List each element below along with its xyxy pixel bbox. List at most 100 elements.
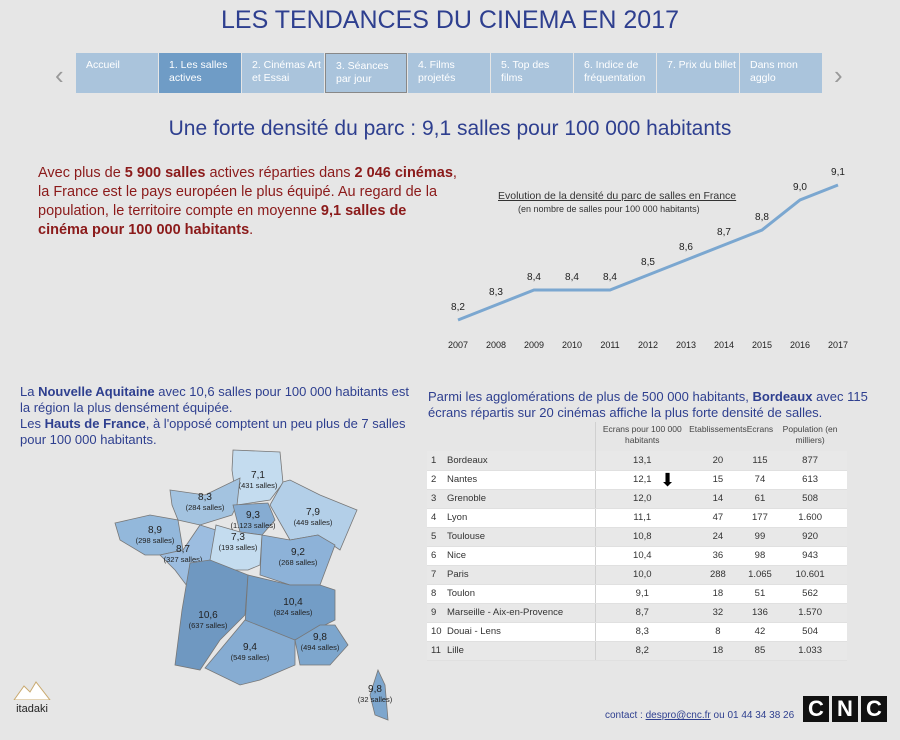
data-label: 8,4 (527, 272, 541, 283)
tab-label: actives (169, 72, 202, 84)
tab-4[interactable]: 4. Films projetés (408, 53, 490, 93)
col-header[interactable]: Ecrans (746, 424, 774, 434)
region-value: 8,7 (176, 544, 190, 555)
tab-5[interactable]: 5. Top des films (491, 53, 573, 93)
contact-label: contact : (605, 710, 646, 721)
region-shape[interactable] (369, 668, 389, 721)
region-salles: (431 salles) (239, 481, 278, 490)
tab-6[interactable]: 6. Indice de fréquentation (574, 53, 656, 93)
region-value: 9,3 (246, 510, 260, 521)
tab-label: et Essai (252, 72, 290, 84)
region-shape[interactable] (232, 502, 276, 536)
data-label: 8,4 (565, 272, 579, 283)
x-tick-label: 2016 (790, 340, 810, 350)
region-salles: (637 salles) (189, 621, 228, 630)
series-line (457, 183, 839, 322)
region-salles: (327 salles) (164, 555, 203, 564)
x-tick-label: 2010 (562, 340, 582, 350)
table-row[interactable]: 4 Lyon 11,1 47 177 1.600 (427, 508, 847, 528)
tab-3[interactable]: 3. Séances par jour (325, 53, 407, 93)
sort-down-arrow-icon[interactable]: ⬇ (660, 470, 676, 490)
region-shape[interactable] (294, 624, 349, 666)
tab-0[interactable]: Accueil (76, 53, 158, 93)
agglo-table: Ecrans pour 100 000 habitants Etablissem… (427, 422, 847, 661)
data-label: 8,2 (451, 302, 465, 313)
x-tick-label: 2013 (676, 340, 696, 350)
table-cell: 12,1 (595, 470, 690, 490)
table-cell: 9,1 (595, 584, 690, 604)
text: Parmi les agglomérations de plus de 500 … (428, 389, 753, 404)
region-salles: (284 salles) (186, 503, 225, 512)
tab-label: films (501, 72, 523, 84)
region-shape[interactable] (269, 479, 358, 551)
region-shape[interactable] (169, 477, 241, 526)
table-cell: 18 (689, 641, 747, 661)
intro-text: Avec plus de 5 900 salles actives répart… (38, 164, 458, 240)
tab-2[interactable]: 2. Cinémas Art et Essai (242, 53, 324, 93)
table-cell: 8,3 (595, 622, 690, 642)
table-cell: 10,4 (595, 546, 690, 566)
logo-text: itadaki (16, 703, 48, 715)
region-value: 8,3 (198, 492, 212, 503)
region-shape[interactable] (174, 559, 249, 671)
table-cell: 20 (689, 451, 747, 471)
col-header[interactable]: Etablissements (689, 424, 747, 434)
table-row[interactable]: 8 Toulon 9,1 18 51 562 (427, 584, 847, 604)
x-tick-label: 2008 (486, 340, 506, 350)
region-salles: (298 salles) (136, 536, 175, 545)
tab-label: 4. Films (418, 59, 455, 71)
table-cell: 5 (427, 527, 447, 547)
table-cell: 24 (689, 527, 747, 547)
table-row[interactable]: 10 Douai - Lens 8,3 8 42 504 (427, 622, 847, 642)
tab-label: par jour (336, 73, 372, 85)
table-cell: 136 (746, 603, 774, 623)
table-cell: 1 (427, 451, 447, 471)
table-cell: 115 (746, 451, 774, 471)
email-link[interactable]: despro@cnc.fr (645, 710, 711, 721)
tab-8[interactable]: Dans mon agglo (740, 53, 822, 93)
table-cell: 2 (427, 470, 447, 490)
data-label: 8,4 (603, 272, 617, 283)
region-salles: (549 salles) (231, 653, 270, 662)
tab-7[interactable]: 7. Prix du billet (657, 53, 739, 93)
tab-label: 1. Les salles (169, 59, 228, 71)
table-cell: 99 (746, 527, 774, 547)
table-row[interactable]: 11 Lille 8,2 18 85 1.033 (427, 641, 847, 661)
table-row[interactable]: 6 Nice 10,4 36 98 943 (427, 546, 847, 566)
tab-label: projetés (418, 72, 456, 84)
table-cell: 11 (427, 641, 447, 661)
table-row[interactable]: 2 Nantes 12,1 15 74 613 (427, 470, 847, 490)
table-cell: Grenoble (447, 489, 596, 509)
data-label: 9,1 (831, 167, 845, 178)
tab-label: 2. Cinémas Art (252, 59, 321, 71)
text: Avec plus de (38, 165, 125, 181)
logo-letter: N (832, 696, 858, 722)
text: , à l'opposé comptent un peu plus de 7 s… (20, 416, 406, 447)
region-shape[interactable] (204, 619, 296, 686)
prev-arrow-icon[interactable]: ‹ (55, 60, 64, 90)
next-arrow-icon[interactable]: › (834, 60, 843, 90)
table-row[interactable]: 5 Toulouse 10,8 24 99 920 (427, 527, 847, 547)
table-cell: Lille (447, 641, 596, 661)
data-label: 8,3 (489, 287, 503, 298)
data-label: 8,5 (641, 257, 655, 268)
table-row[interactable]: 7 Paris 10,0 288 1.065 10.601 (427, 565, 847, 585)
region-shape[interactable] (231, 449, 284, 506)
table-row[interactable]: 9 Marseille - Aix-en-Provence 8,7 32 136 1.57… (427, 603, 847, 623)
tab-1[interactable]: 1. Les salles actives (159, 53, 241, 93)
col-header[interactable]: Population (en milliers) (782, 424, 838, 445)
region-value: 7,3 (231, 532, 245, 543)
text: avec 115 écrans répartis sur 20 cinémas … (428, 389, 868, 420)
region-shape[interactable] (259, 534, 336, 586)
tab-label: 5. Top des (501, 59, 550, 71)
region-salles: (494 salles) (301, 643, 340, 652)
contact: contact : despro@cnc.fr ou 01 44 34 38 2… (605, 710, 794, 721)
table-row[interactable]: 3 Grenoble 12,0 14 61 508 (427, 489, 847, 509)
col-header[interactable]: Ecrans pour 100 000 habitants (602, 424, 682, 445)
data-label: 8,7 (717, 227, 731, 238)
table-cell: 288 (689, 565, 747, 585)
table-row[interactable]: 1 Bordeaux 13,1 20 115 877 (427, 451, 847, 471)
data-label: 8,6 (679, 242, 693, 253)
section-subtitle: Une forte densité du parc : 9,1 salles p… (168, 117, 732, 140)
